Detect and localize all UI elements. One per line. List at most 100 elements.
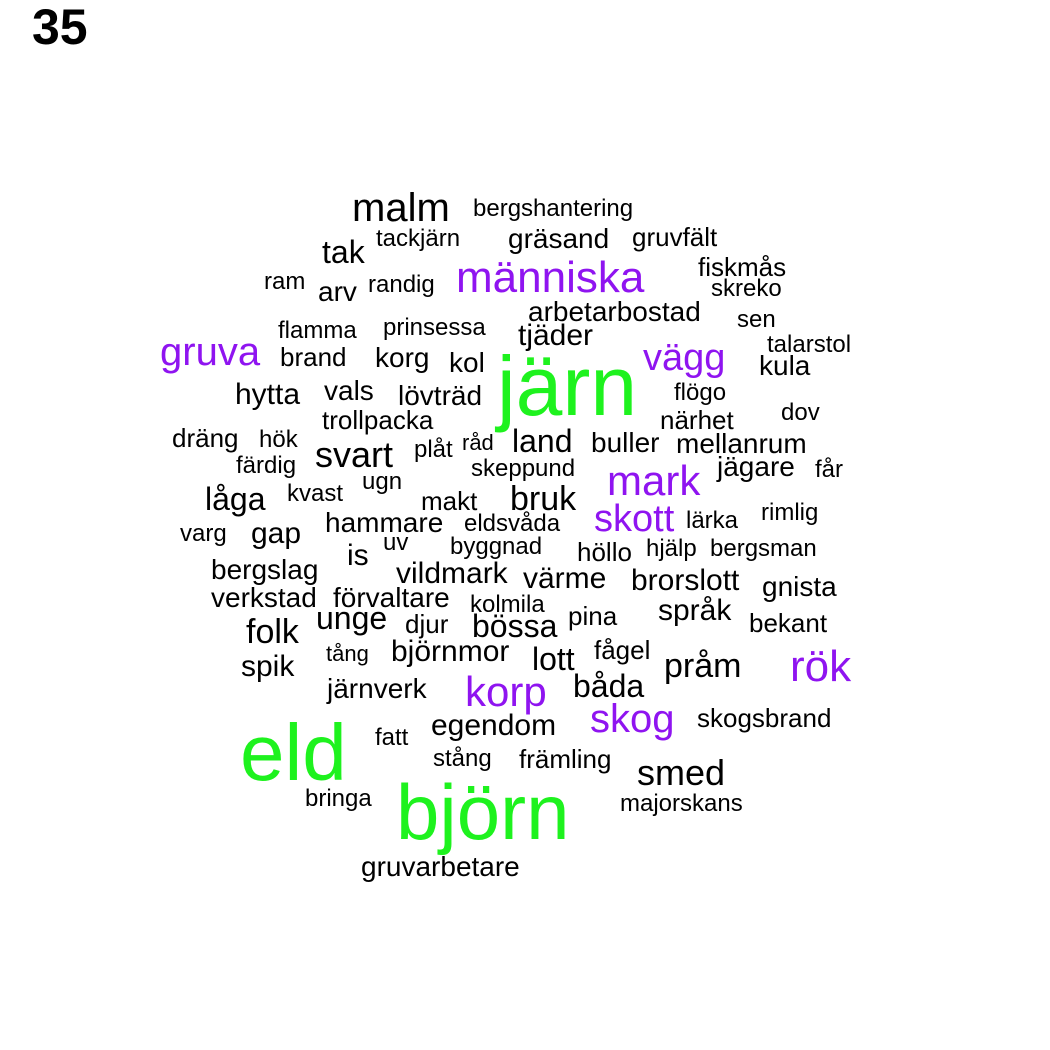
cloud-word-bergsman: bergsman <box>710 535 817 563</box>
cloud-word-tang: tång <box>326 641 369 667</box>
cloud-word-kolmila: kolmila <box>470 591 545 619</box>
cloud-word-randig: randig <box>368 271 435 299</box>
cloud-word-is: is <box>347 539 369 573</box>
cloud-word-trollpacka: trollpacka <box>322 404 434 435</box>
cloud-word-dov: dov <box>781 399 820 427</box>
cloud-word-varg: varg <box>180 520 227 548</box>
cloud-word-byggnad: byggnad <box>450 533 543 561</box>
cloud-word-unge: unge <box>316 600 388 637</box>
cloud-word-talarstol: talarstol <box>767 331 852 359</box>
cloud-word-majorskans: majorskans <box>620 790 743 818</box>
cloud-word-manniska: människa <box>456 253 645 303</box>
cloud-word-bada: båda <box>573 668 645 705</box>
cloud-word-flogo: flögo <box>674 379 727 407</box>
cloud-word-tackjarn: tackjärn <box>376 225 461 253</box>
cloud-word-fagel: fågel <box>594 634 651 665</box>
cloud-word-hjalp: hjälp <box>646 535 697 563</box>
cloud-word-malm: malm <box>352 185 450 230</box>
cloud-word-ugn: ugn <box>362 468 403 496</box>
cloud-word-kol: kol <box>449 346 485 378</box>
cloud-word-bjorn: björn <box>396 767 570 856</box>
cloud-word-far: får <box>815 456 844 484</box>
cloud-word-skeppund: skeppund <box>471 455 576 483</box>
cloud-word-stang: stång <box>433 745 492 773</box>
cloud-word-gnista: gnista <box>762 570 837 602</box>
cloud-word-skott: skott <box>594 498 675 541</box>
cloud-word-jarnverk: järnverk <box>327 672 427 704</box>
page-number: 35 <box>32 0 88 55</box>
cloud-word-skogsbrand: skogsbrand <box>697 702 832 733</box>
cloud-word-arv: arv <box>318 275 357 307</box>
cloud-word-hok: hök <box>259 426 298 454</box>
cloud-word-rimlig: rimlig <box>761 499 819 527</box>
cloud-word-forvaltare: förvaltare <box>333 581 450 613</box>
cloud-word-laga: låga <box>205 481 266 518</box>
cloud-word-kvast: kvast <box>287 480 344 508</box>
cloud-word-plat: plåt <box>414 436 453 464</box>
cloud-word-korg: korg <box>375 341 430 373</box>
cloud-word-rad: råd <box>462 430 494 456</box>
cloud-word-prinsessa: prinsessa <box>383 314 486 342</box>
cloud-word-brorslott: brorslott <box>631 564 740 598</box>
cloud-word-bjornmor: björnmor <box>391 635 510 669</box>
cloud-word-svart: svart <box>315 434 394 476</box>
cloud-word-skreko: skreko <box>711 275 782 303</box>
cloud-word-egendom: egendom <box>431 709 557 743</box>
cloud-word-jagare: jägare <box>717 450 795 482</box>
cloud-word-makt: makt <box>421 485 478 516</box>
cloud-word-folk: folk <box>246 612 299 651</box>
cloud-word-bringa: bringa <box>305 785 372 813</box>
cloud-word-framling: främling <box>519 743 612 774</box>
cloud-word-gruvarbetare: gruvarbetare <box>361 850 520 882</box>
cloud-word-lovtrad: lövträd <box>398 379 483 411</box>
cloud-word-vagg: vägg <box>643 337 726 380</box>
cloud-word-bruk: bruk <box>510 479 577 518</box>
cloud-word-smed: smed <box>637 752 726 794</box>
cloud-word-rok: rök <box>790 642 852 692</box>
cloud-word-land: land <box>512 423 573 460</box>
cloud-word-pram: pråm <box>664 646 742 685</box>
cloud-word-narhet: närhet <box>660 404 734 435</box>
cloud-word-gap: gap <box>251 517 302 551</box>
cloud-word-vildmark: vildmark <box>396 557 508 591</box>
cloud-word-mellanrum: mellanrum <box>676 427 807 459</box>
cloud-word-sen: sen <box>737 306 776 334</box>
cloud-word-korp: korp <box>465 667 547 715</box>
cloud-word-ram: ram <box>264 268 306 296</box>
cloud-word-buller: buller <box>591 426 660 458</box>
cloud-word-arbetarbostad: arbetarbostad <box>528 295 701 327</box>
cloud-word-fiskmas: fiskmås <box>698 251 787 282</box>
cloud-word-pina: pina <box>568 600 618 631</box>
cloud-word-fatt: fatt <box>375 724 409 752</box>
cloud-word-spik: spik <box>241 650 295 684</box>
cloud-word-drang: dräng <box>172 422 239 453</box>
cloud-word-tjader: tjäder <box>518 319 594 353</box>
cloud-word-eld: eld <box>240 708 347 798</box>
cloud-word-lott: lott <box>532 641 575 678</box>
cloud-word-kula: kula <box>759 349 811 381</box>
cloud-word-tak: tak <box>322 234 365 271</box>
cloud-word-bergshantering: bergshantering <box>473 195 634 223</box>
cloud-word-verkstad: verkstad <box>211 581 317 613</box>
cloud-word-bergslag: bergslag <box>211 553 319 585</box>
cloud-word-bossa: bössa <box>472 608 558 645</box>
cloud-word-sprak: språk <box>658 594 732 628</box>
cloud-word-vals: vals <box>324 374 374 406</box>
cloud-word-bekant: bekant <box>749 607 828 638</box>
cloud-word-hammare: hammare <box>325 506 444 538</box>
cloud-word-varme: värme <box>523 562 607 596</box>
cloud-word-fardig: färdig <box>236 452 297 480</box>
cloud-word-skog: skog <box>590 696 675 741</box>
cloud-word-mark: mark <box>607 456 701 504</box>
cloud-word-eldsvada: eldsvåda <box>464 510 561 538</box>
cloud-word-hollo: höllo <box>577 536 632 567</box>
cloud-word-hytta: hytta <box>235 378 301 412</box>
cloud-word-brand: brand <box>280 341 347 372</box>
cloud-word-larka: lärka <box>686 507 739 535</box>
cloud-word-gruva: gruva <box>160 329 261 374</box>
cloud-word-djur: djur <box>405 608 449 639</box>
cloud-word-grasand: gräsand <box>508 222 610 254</box>
cloud-word-jarn: järn <box>497 338 638 433</box>
cloud-word-flamma: flamma <box>278 317 357 345</box>
